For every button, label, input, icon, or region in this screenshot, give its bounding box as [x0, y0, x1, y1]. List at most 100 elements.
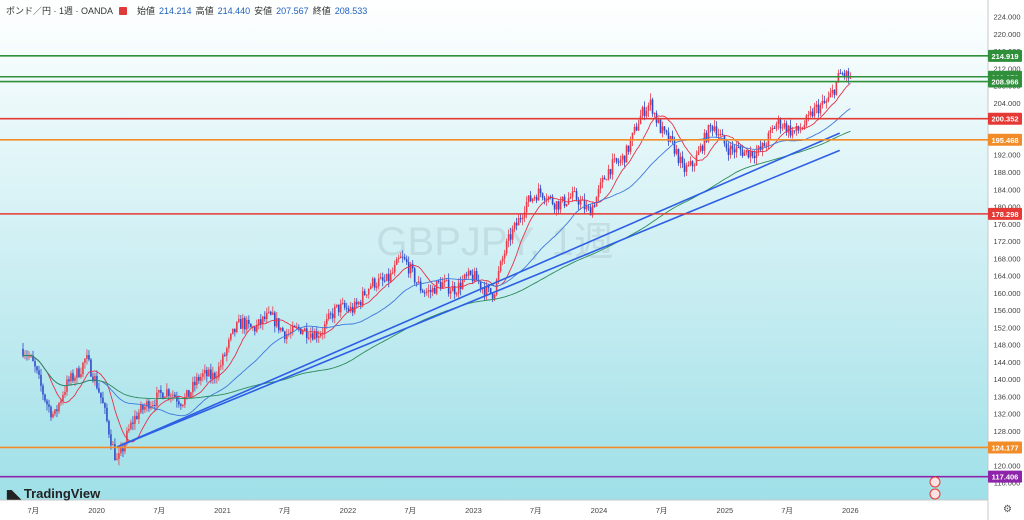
candle-body: [669, 136, 672, 142]
candle-body: [411, 263, 414, 269]
candle-body: [50, 406, 52, 418]
candle-body: [579, 200, 582, 205]
candle-body: [138, 412, 140, 419]
price-label-text: 208.966: [991, 78, 1018, 87]
candle-body: [789, 125, 792, 136]
candle-body: [463, 274, 466, 280]
candle-body: [377, 278, 380, 287]
candle-body: [811, 111, 814, 117]
candle-body: [80, 374, 82, 378]
candle-body: [741, 149, 744, 156]
candle-body: [162, 392, 164, 399]
candle-body: [553, 203, 556, 210]
candle-body: [845, 71, 848, 77]
candle-body: [561, 196, 564, 202]
candle-body: [349, 306, 352, 312]
x-tick-label: 7月: [404, 506, 416, 515]
x-tick-label: 7月: [279, 506, 291, 515]
candle-body: [677, 149, 680, 163]
candle-body: [425, 291, 428, 293]
candle-body: [799, 129, 802, 131]
candle-body: [591, 205, 594, 216]
candle-body: [262, 316, 264, 325]
candle-body: [240, 319, 242, 329]
candle-body: [254, 327, 256, 332]
candle-body: [407, 262, 410, 274]
candle-body: [523, 212, 526, 218]
candle-body: [58, 403, 60, 412]
candle-body: [503, 253, 506, 259]
candle-body: [224, 354, 226, 356]
y-tick-label: 168.000: [993, 254, 1020, 263]
price-label-text: 214.919: [991, 52, 1018, 61]
candle-body: [176, 396, 178, 402]
candle-body: [134, 415, 136, 424]
tradingview-logo[interactable]: ▮◣ TradingView: [6, 486, 100, 501]
trendline[interactable]: [116, 132, 841, 448]
price-label-box: [988, 470, 1022, 483]
candle-body: [771, 127, 774, 130]
candle-body: [699, 145, 702, 152]
candle-body: [359, 301, 362, 306]
candle-body: [140, 404, 142, 413]
candle-body: [210, 369, 212, 379]
event-marker-icon[interactable]: [929, 476, 941, 488]
candle-body: [713, 126, 716, 131]
y-tick-label: 144.000: [993, 358, 1020, 367]
candle-body: [42, 385, 44, 395]
candle-body: [751, 150, 754, 156]
candle-body: [423, 292, 426, 294]
candle-body: [619, 159, 622, 163]
candle-body: [509, 234, 512, 240]
candle-body: [353, 301, 356, 313]
candle-body: [551, 196, 554, 204]
candle-body: [745, 150, 748, 153]
candle-body: [301, 331, 304, 334]
candle-body: [643, 107, 646, 117]
candle-body: [44, 394, 46, 401]
candle-body: [485, 285, 488, 296]
low-value: 207.567: [276, 5, 309, 16]
symbol-label[interactable]: ポンド／円 · 1週 · OANDA: [6, 6, 114, 16]
candle-body: [122, 447, 124, 452]
candle-body: [335, 304, 338, 307]
candle-body: [258, 319, 260, 325]
candle-body: [291, 325, 294, 332]
price-label-text: 200.352: [991, 115, 1018, 124]
y-tick-label: 184.000: [993, 185, 1020, 194]
candle-body: [635, 126, 638, 131]
candle-body: [68, 379, 70, 382]
candle-body: [363, 291, 366, 296]
candle-body: [453, 285, 456, 295]
candle-body: [721, 133, 724, 136]
candle-body: [483, 287, 486, 296]
trendline[interactable]: [116, 149, 841, 448]
candle-body: [819, 104, 822, 114]
candle-body: [234, 328, 236, 333]
candle-body: [829, 93, 832, 98]
candle-body: [52, 413, 54, 418]
candle-body: [541, 193, 544, 198]
candle-body: [637, 124, 640, 131]
candle-body: [184, 396, 186, 405]
candle-body: [343, 302, 346, 308]
settings-gear-icon[interactable]: ⚙: [1003, 504, 1012, 515]
candle-body: [679, 156, 682, 163]
candle-body: [707, 125, 710, 142]
candle-body: [281, 328, 284, 332]
candle-body: [659, 119, 662, 134]
candle-body: [585, 206, 588, 210]
candle-body: [244, 317, 246, 330]
price-label-text: 178.298: [991, 210, 1018, 219]
event-marker-icon[interactable]: [929, 488, 941, 500]
candle-body: [202, 373, 204, 377]
candle-body: [589, 207, 592, 216]
candle-body: [833, 89, 836, 95]
candle-body: [607, 169, 610, 180]
candle-body: [293, 325, 296, 327]
candle-body: [779, 118, 782, 129]
candle-body: [248, 319, 250, 324]
candle-body: [823, 100, 826, 103]
candle-body: [228, 339, 230, 349]
